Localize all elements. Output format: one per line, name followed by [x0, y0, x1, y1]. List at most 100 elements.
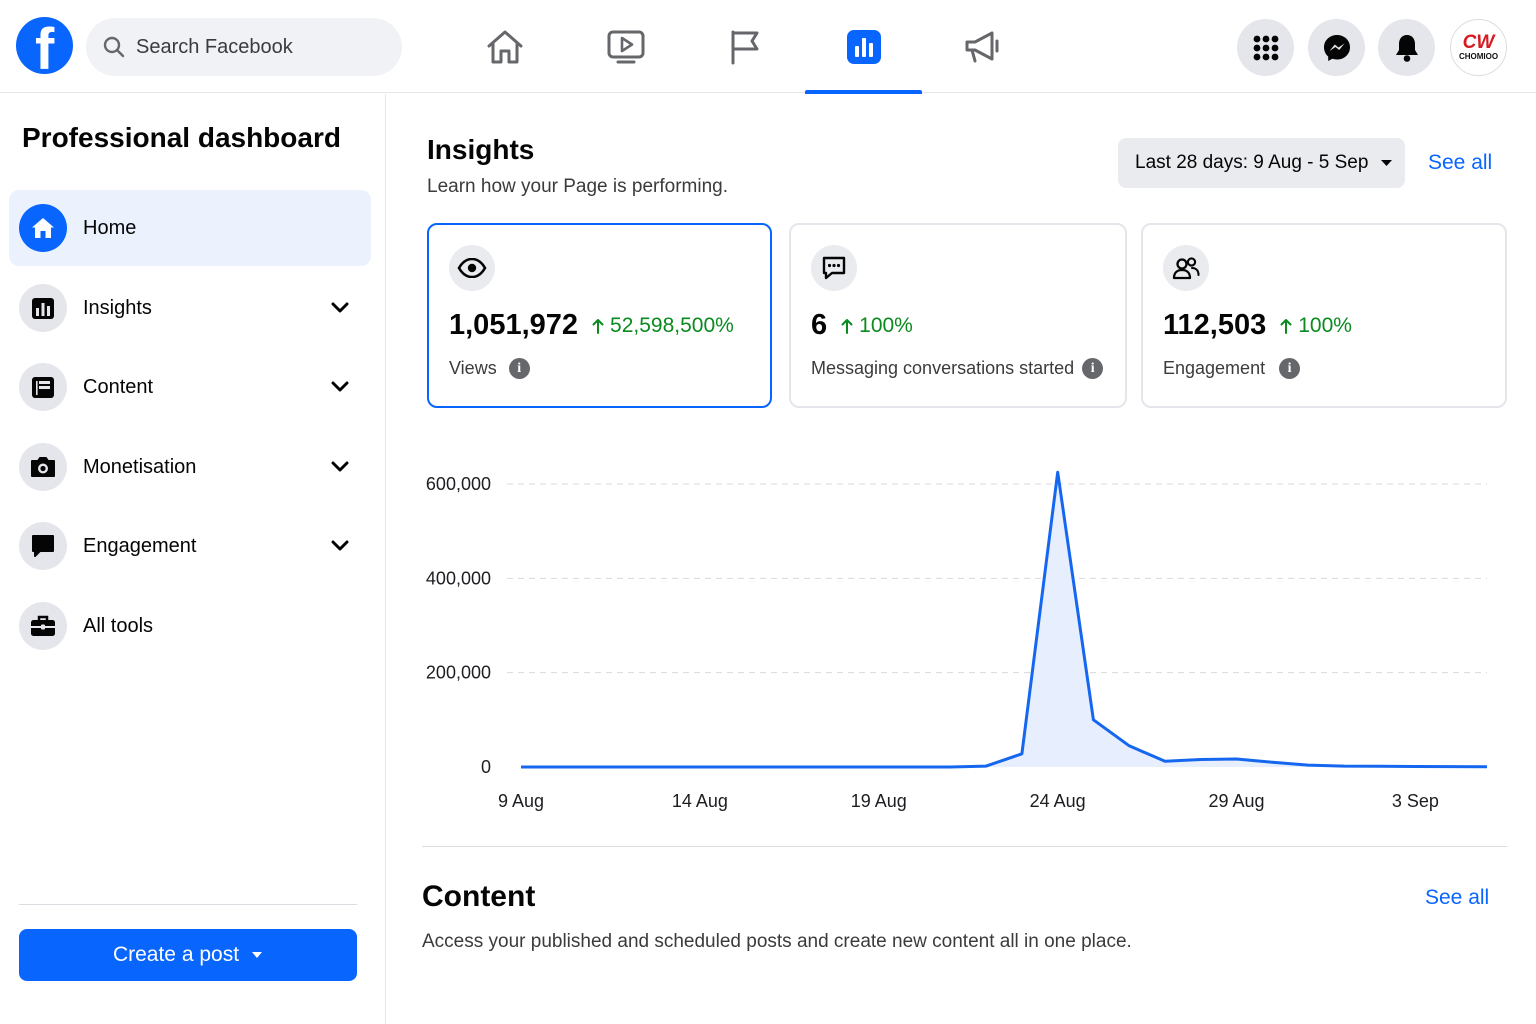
- chat-icon: [32, 535, 54, 557]
- date-range-dropdown[interactable]: Last 28 days: 9 Aug - 5 Sep: [1118, 138, 1405, 188]
- profile-avatar[interactable]: CW CHOMIOO: [1450, 19, 1507, 76]
- sidebar-icon-container: [19, 363, 67, 411]
- tab-home[interactable]: [446, 0, 563, 93]
- series-line: [521, 470, 1488, 769]
- metric-delta-value: 52,598,500%: [610, 314, 734, 337]
- main-content: Insights Learn how your Page is performi…: [387, 94, 1536, 1024]
- content-icon: [32, 377, 54, 398]
- grid-menu-icon: [1253, 35, 1278, 60]
- metric-label: Engagement: [1163, 358, 1266, 378]
- sidebar-icon-container: [19, 204, 67, 252]
- y-tick-label: 0: [481, 757, 491, 777]
- avatar-logo-text: CW: [1462, 32, 1495, 53]
- sidebar-item-all-tools[interactable]: All tools: [9, 588, 371, 664]
- metric-card-messaging[interactable]: 6 100% Messaging conversations started i: [789, 223, 1127, 408]
- chevron-down-icon[interactable]: [331, 302, 349, 314]
- sidebar-icon-container: [19, 522, 67, 570]
- camera-icon: [31, 457, 55, 477]
- metric-label-row: Engagement i: [1163, 358, 1301, 379]
- sidebar-item-label: Insights: [83, 296, 152, 319]
- video-icon: [607, 30, 644, 63]
- messenger-icon: [1323, 34, 1350, 61]
- avatar-logo-subtext: CHOMIOO: [1458, 52, 1499, 61]
- sidebar-title: Professional dashboard: [22, 122, 341, 153]
- tab-ads[interactable]: [923, 0, 1040, 93]
- card-icon-container: [1163, 245, 1209, 291]
- sidebar-item-content[interactable]: Content: [9, 349, 371, 425]
- x-tick-label: 29 Aug: [1209, 791, 1265, 811]
- sidebar-item-engagement[interactable]: Engagement: [9, 508, 371, 584]
- info-icon[interactable]: i: [508, 358, 530, 379]
- metric-delta-value: 100%: [859, 314, 913, 337]
- metric-delta: 100%: [841, 314, 913, 338]
- create-post-label: Create a post: [112, 943, 240, 966]
- people-icon: [1172, 257, 1200, 280]
- metric-value-row: 1,051,972 52,598,500%: [449, 309, 734, 342]
- search-icon: [103, 36, 125, 58]
- sidebar-icon-container: [19, 602, 67, 650]
- toolbox-icon: [31, 615, 55, 636]
- metric-value-row: 6 100%: [811, 309, 913, 342]
- sidebar-item-monetisation[interactable]: Monetisation: [9, 429, 371, 505]
- y-tick-label: 400,000: [426, 568, 491, 588]
- tab-pages[interactable]: [686, 0, 803, 93]
- metric-label-row: Messaging conversations started i: [811, 358, 1104, 379]
- x-tick-label: 14 Aug: [672, 791, 728, 811]
- chevron-down-icon[interactable]: [331, 381, 349, 393]
- info-icon[interactable]: i: [1082, 358, 1104, 379]
- metric-label: Views: [449, 358, 497, 378]
- x-tick-label: 19 Aug: [851, 791, 907, 811]
- metric-delta: 52,598,500%: [592, 314, 734, 338]
- search-input[interactable]: [136, 35, 376, 59]
- x-tick-label: 3 Sep: [1392, 791, 1439, 811]
- date-range-label: Last 28 days: 9 Aug - 5 Sep: [1135, 152, 1369, 173]
- sidebar-icon-container: [19, 284, 67, 332]
- content-subtitle: Access your published and scheduled post…: [422, 931, 1132, 952]
- notifications-button[interactable]: [1378, 19, 1435, 76]
- content-title: Content: [422, 880, 536, 913]
- tab-video[interactable]: [567, 0, 684, 93]
- card-icon-container: [811, 245, 857, 291]
- chevron-down-icon[interactable]: [331, 461, 349, 473]
- sidebar-divider: [19, 904, 357, 905]
- sidebar-icon-container: [19, 443, 67, 491]
- messenger-button[interactable]: [1308, 19, 1365, 76]
- message-icon: [822, 256, 846, 280]
- chevron-down-icon[interactable]: [331, 540, 349, 552]
- sidebar-item-home[interactable]: Home: [9, 190, 371, 266]
- insights-see-all-link[interactable]: See all: [1428, 151, 1493, 174]
- views-line-chart[interactable]: 0 200,000 400,000 600,000 9 Aug 14 Aug 19 Aug 2…: [407, 454, 1517, 834]
- metric-card-engagement[interactable]: 112,503 100% Engagement i: [1141, 223, 1507, 408]
- sidebar-item-label: Content: [83, 375, 154, 398]
- metric-card-views[interactable]: 1,051,972 52,598,500% Views i: [427, 223, 772, 408]
- info-icon[interactable]: i: [1279, 358, 1301, 379]
- section-divider: [422, 846, 1507, 847]
- insights-icon: [32, 298, 54, 319]
- metric-label-row: Views i: [449, 358, 530, 379]
- x-tick-label: 24 Aug: [1030, 791, 1086, 811]
- arrow-up-icon: [592, 319, 604, 334]
- card-icon-container: [449, 245, 495, 291]
- insights-subtitle: Learn how your Page is performing.: [427, 176, 728, 197]
- sidebar-item-label: Monetisation: [83, 455, 197, 478]
- sidebar: Professional dashboard Home Insights: [0, 94, 386, 1024]
- metric-value-row: 112,503 100%: [1163, 309, 1352, 342]
- y-tick-label: 600,000: [426, 474, 491, 494]
- series-area: [521, 472, 1487, 767]
- menu-button[interactable]: [1237, 19, 1294, 76]
- sidebar-item-insights[interactable]: Insights: [9, 270, 371, 346]
- metric-value: 112,503: [1163, 309, 1267, 341]
- sidebar-item-label: All tools: [83, 614, 154, 637]
- facebook-logo[interactable]: f: [16, 17, 73, 74]
- content-see-all-link[interactable]: See all: [1425, 886, 1490, 909]
- eye-icon: [457, 258, 487, 278]
- arrow-up-icon: [841, 319, 853, 334]
- megaphone-icon: [965, 31, 998, 62]
- metric-delta: 100%: [1280, 314, 1352, 338]
- create-post-button[interactable]: Create a post: [19, 929, 357, 981]
- y-tick-label: 200,000: [426, 663, 491, 683]
- tab-insights[interactable]: [805, 0, 922, 94]
- search-box[interactable]: [86, 18, 402, 76]
- sidebar-item-label: Home: [83, 216, 137, 239]
- home-icon: [487, 30, 522, 63]
